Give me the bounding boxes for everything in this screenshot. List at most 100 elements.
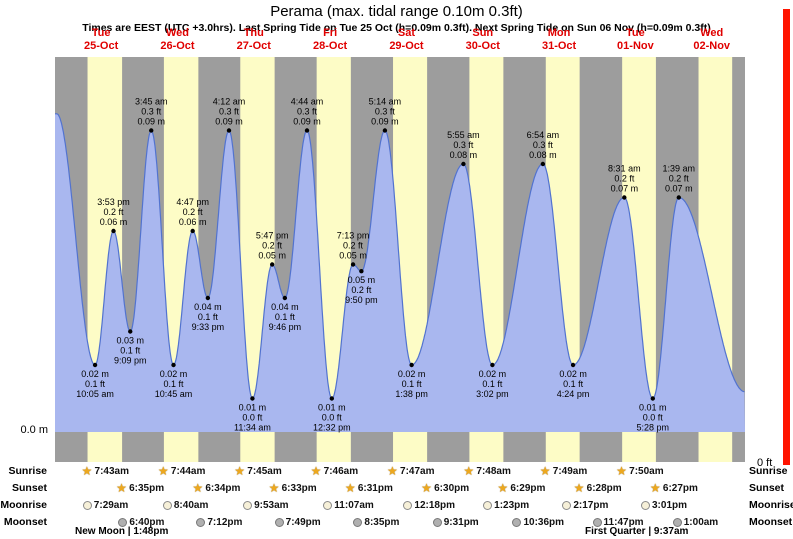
day-name: Fri xyxy=(323,27,338,39)
astro-time-sunset: 6:27pm xyxy=(662,483,698,494)
sunset-star-icon: ★ xyxy=(649,481,661,495)
tide-extreme-dot xyxy=(190,228,195,234)
tide-annotation: 4:12 am 0.3 ft 0.09 m xyxy=(213,97,246,127)
page-subtitle: Times are EEST (UTC +3.0hrs). Last Sprin… xyxy=(82,22,711,34)
astro-time-sunrise: 7:48am xyxy=(476,466,511,477)
tide-annotation: 5:14 am 0.3 ft 0.09 m xyxy=(369,97,402,127)
tide-extreme-dot xyxy=(540,161,546,167)
sunset-star-icon: ★ xyxy=(116,481,127,495)
day-name: Sun xyxy=(472,27,494,39)
astro-time-moonset: 1:00am xyxy=(683,517,719,528)
tide-extreme-dot xyxy=(92,362,98,368)
astro-time-sunrise: 7:49am xyxy=(552,466,588,477)
sunset-star-icon: ★ xyxy=(573,481,585,495)
sunrise-star-icon: ★ xyxy=(463,464,475,478)
astro-time-sunrise: 7:46am xyxy=(323,466,359,477)
sunrise-star-icon: ★ xyxy=(157,464,169,478)
astro-row-label-right-sunrise: Sunrise xyxy=(749,465,788,477)
sunrise-star-icon: ★ xyxy=(539,464,551,478)
day-date: 29-Oct xyxy=(389,40,424,52)
tide-annotation: 5:55 am 0.3 ft 0.08 m xyxy=(447,130,480,160)
page-title: Perama (max. tidal range 0.10m 0.3ft) xyxy=(270,3,523,20)
day-label: Mon 31-Oct xyxy=(524,27,594,53)
tide-annotation: 4:44 am 0.3 ft 0.09 m xyxy=(291,97,324,127)
tide-extreme-dot xyxy=(304,128,310,133)
tide-extreme-dot xyxy=(329,396,335,401)
tide-scale-bar xyxy=(783,9,790,465)
astro-time-moonset: 9:31pm xyxy=(443,517,479,528)
tide-extreme-dot xyxy=(650,396,655,401)
sunset-star-icon: ★ xyxy=(344,481,356,495)
tide-extreme-dot xyxy=(111,228,116,234)
sunrise-star-icon: ★ xyxy=(387,464,398,478)
astro-time-moonset: 10:36pm xyxy=(523,517,565,528)
astro-time-moonrise: 12:18pm xyxy=(414,500,455,511)
tide-extreme-dot xyxy=(149,128,154,133)
tide-extreme-dot xyxy=(409,362,414,368)
astro-time-sunset: 6:30pm xyxy=(434,483,470,494)
tide-extreme-dot xyxy=(382,128,388,133)
day-name: Sat xyxy=(397,27,415,39)
astro-time-moonrise: 3:01pm xyxy=(651,500,687,511)
astro-row-label-left-sunrise: Sunrise xyxy=(8,465,47,477)
sunset-star-icon: ★ xyxy=(192,481,204,495)
moonrise-moon-icon xyxy=(323,501,333,510)
tide-annotation: 1:39 am 0.2 ft 0.07 m xyxy=(663,164,696,194)
astro-time-sunset: 6:35pm xyxy=(129,483,165,494)
astro-time-sunrise: 7:50am xyxy=(629,466,664,477)
tide-extreme-dot xyxy=(250,396,255,401)
tide-extreme-dot xyxy=(359,269,364,274)
astro-row-label-left-moonrise: Moonrise xyxy=(0,499,47,511)
moonset-moon-icon xyxy=(353,518,363,527)
tide-annotation: 7:13 pm 0.2 ft 0.05 m xyxy=(337,231,370,261)
tide-annotation: 4:47 pm 0.2 ft 0.06 m xyxy=(176,197,209,227)
day-label: Tue 01-Nov xyxy=(600,27,670,53)
sunset-star-icon: ★ xyxy=(421,481,432,495)
tide-extreme-dot xyxy=(622,195,627,200)
tide-extreme-dot xyxy=(128,329,133,334)
tide-extreme-dot xyxy=(676,195,682,200)
moonset-moon-icon xyxy=(274,518,284,527)
tide-annotation: 0.02 m 0.1 ft 1:38 pm xyxy=(395,369,428,399)
day-date: 28-Oct xyxy=(312,40,348,52)
y-axis-feet-label: 0 ft xyxy=(757,457,773,469)
tide-annotation: 0.05 m 0.2 ft 9:50 pm xyxy=(345,275,378,305)
moon-phase-note: New Moon | 1:48pm xyxy=(75,526,169,537)
tide-annotation: 8:31 am 0.2 ft 0.07 m xyxy=(608,164,641,194)
tide-annotation: 0.01 m 0.0 ft 12:32 pm xyxy=(313,403,351,433)
astro-time-sunset: 6:28pm xyxy=(586,483,622,494)
day-label: Fri 28-Oct xyxy=(295,27,365,53)
astro-time-sunrise: 7:45am xyxy=(247,466,282,477)
astro-row-label-right-moonset: Moonset xyxy=(749,516,793,528)
day-label: Thu 27-Oct xyxy=(219,27,289,53)
moonrise-moon-icon xyxy=(82,501,92,510)
day-name: Tue xyxy=(91,27,111,39)
day-name: Wed xyxy=(165,27,189,39)
astro-time-moonrise: 1:23pm xyxy=(494,500,530,511)
tide-extreme-dot xyxy=(350,262,356,267)
astro-time-moonset: 7:12pm xyxy=(207,517,243,528)
tide-extreme-dot xyxy=(171,362,176,368)
tide-annotation: 0.01 m 0.0 ft 11:34 am xyxy=(234,403,271,433)
y-axis-meters-label: 0.0 m xyxy=(20,424,48,436)
astro-time-sunrise: 7:44am xyxy=(170,466,206,477)
day-date: 27-Oct xyxy=(236,40,271,52)
day-label: Wed 26-Oct xyxy=(142,27,212,53)
sunset-star-icon: ★ xyxy=(268,481,280,495)
astro-time-moonrise: 8:40am xyxy=(173,500,209,511)
tide-curve xyxy=(55,113,745,400)
tide-extreme-dot xyxy=(282,295,288,301)
astro-time-moonrise: 2:17pm xyxy=(573,500,609,511)
tide-extreme-dot xyxy=(205,295,211,301)
astro-row-label-right-moonrise: Moonrise xyxy=(749,499,793,511)
sunrise-star-icon: ★ xyxy=(310,464,322,478)
sunset-star-icon: ★ xyxy=(497,481,509,495)
sunrise-star-icon: ★ xyxy=(234,464,246,478)
astro-row-label-left-moonset: Moonset xyxy=(3,516,47,528)
tide-annotation: 0.02 m 0.1 ft 10:45 am xyxy=(155,369,193,399)
moonset-moon-icon xyxy=(118,518,128,527)
tide-annotation: 0.03 m 0.1 ft 9:09 pm xyxy=(114,336,147,366)
sunrise-star-icon: ★ xyxy=(616,464,627,478)
astro-time-moonrise: 7:29am xyxy=(93,500,129,511)
